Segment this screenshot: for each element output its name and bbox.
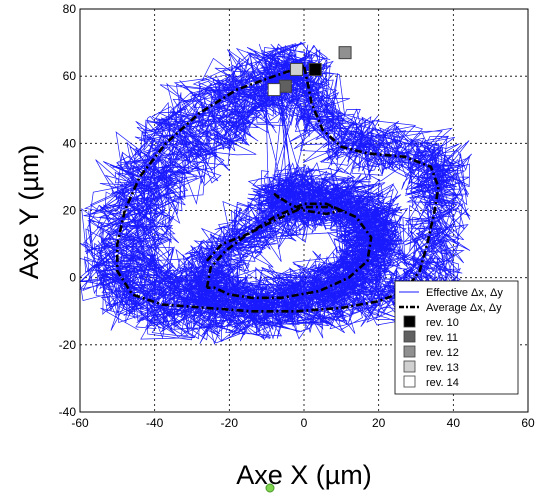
x-tick-label: -60 [71,416,89,430]
x-tick-label: 0 [301,416,308,430]
legend-label: rev. 13 [426,362,459,374]
legend-swatch-square [403,330,416,343]
y-tick-label: -40 [59,405,77,419]
legend-label: rev. 11 [426,332,458,344]
legend-box [394,280,519,395]
rev-marker [290,62,304,76]
y-tick-label: 0 [69,271,76,285]
rev-marker [278,79,292,93]
cursor-dot [265,483,275,493]
y-tick-label: 60 [63,69,77,83]
x-tick-label: 40 [447,416,461,430]
legend-swatch-square [403,345,416,358]
rev-marker [267,83,281,97]
x-axis-title: Axe X (µm) [236,460,372,490]
x-tick-label: -40 [146,416,164,430]
series-effective [94,55,458,331]
series-average [116,64,440,313]
rev-marker [308,62,322,76]
legend-swatch-square [403,315,416,328]
legend-label: Average Δx, Δy [426,302,502,314]
legend-label: rev. 12 [426,347,459,359]
y-tick-label: 40 [63,136,77,150]
marker-layer [267,46,352,97]
legend-label: rev. 14 [426,377,459,389]
rev-marker [338,46,352,60]
series-average [205,205,373,300]
plot-frame [79,8,529,413]
series-layer [78,41,472,345]
legend-swatch-square [403,360,416,373]
y-tick-label: 20 [63,204,77,218]
x-ticks: -60 -40 -20 0 20 40 60 [71,416,535,430]
legend-label: rev. 10 [426,317,459,329]
legend-label: Effective Δx, Δy [426,287,503,299]
y-tick-label: -20 [59,338,77,352]
x-tick-label: 60 [521,416,535,430]
y-tick-label: 80 [63,2,77,16]
y-ticks: -40 -20 0 20 40 60 80 [59,2,77,419]
x-tick-label: 20 [372,416,386,430]
legend: Effective Δx, Δy Average Δx, Δy rev. 10 rev… [394,280,519,395]
series-average [205,192,346,262]
legend-swatch-square [403,375,416,388]
x-tick-label: -20 [221,416,239,430]
y-axis-title: Axe Y (µm) [14,145,44,280]
